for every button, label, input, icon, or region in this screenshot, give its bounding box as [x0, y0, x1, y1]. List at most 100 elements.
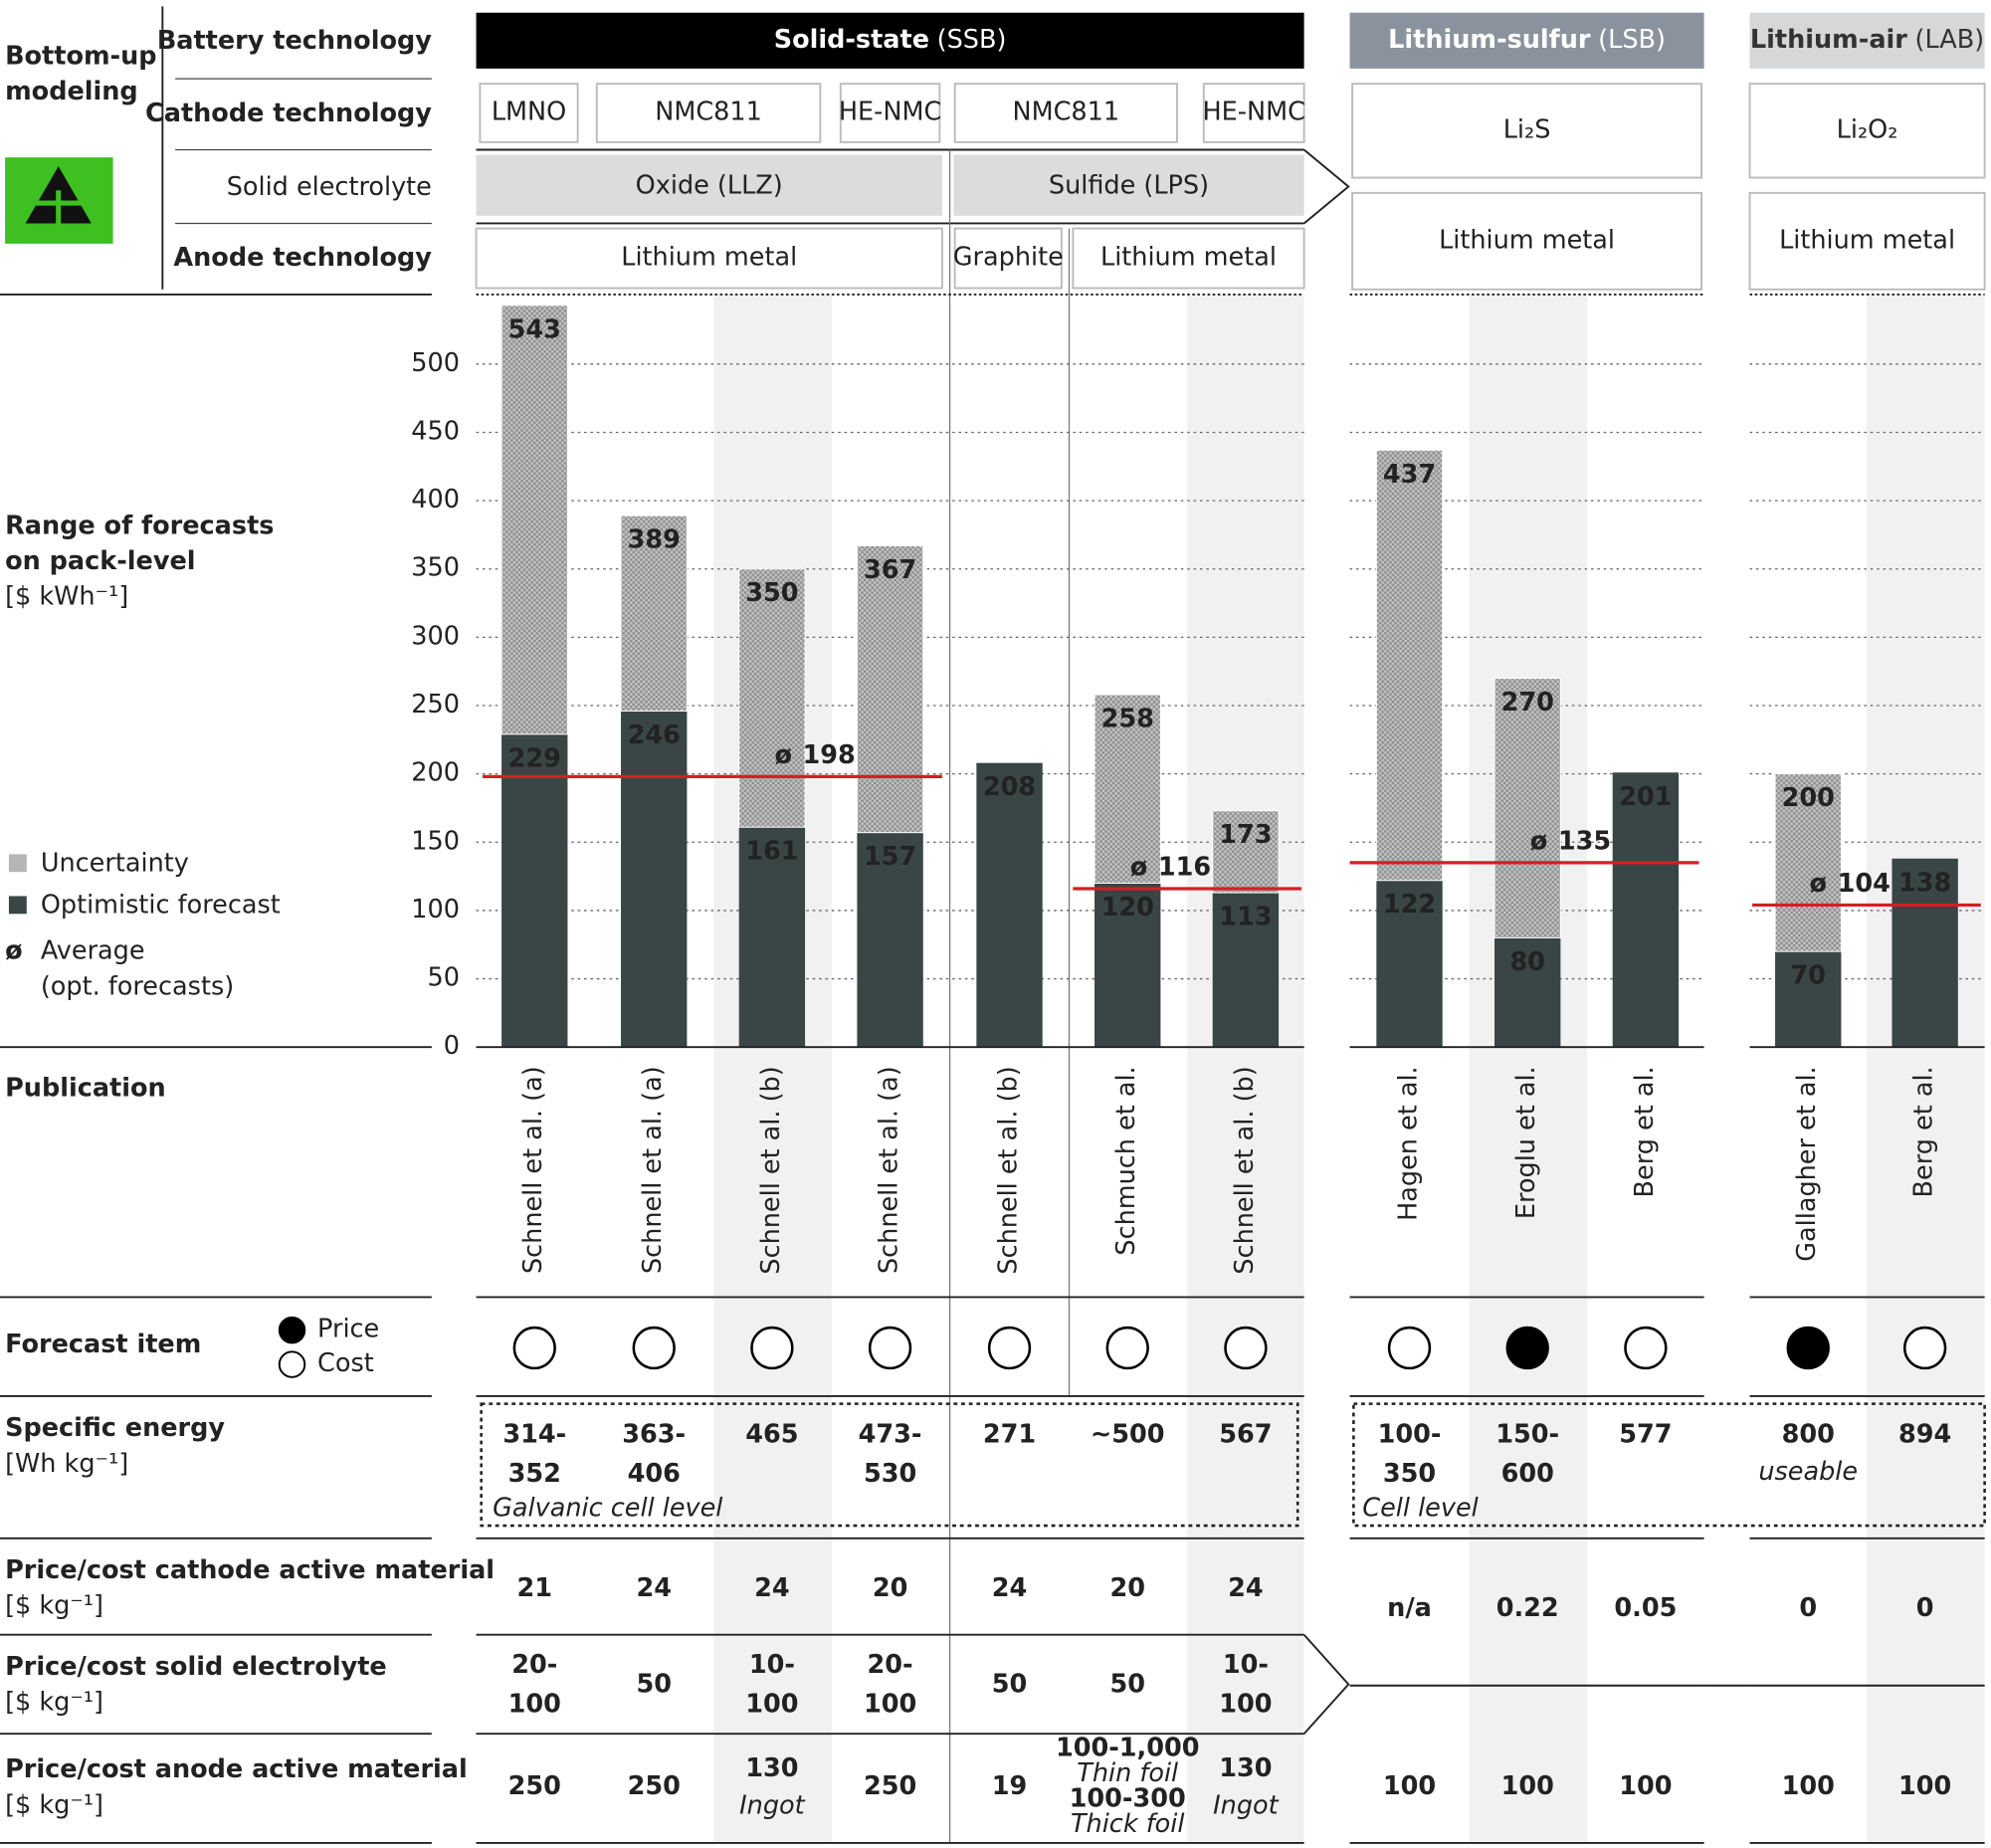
group-name: Lithium-sulfur: [1388, 25, 1591, 55]
cathode-label: HE-NMC: [839, 98, 941, 127]
header-title: Bottom-up: [5, 41, 156, 71]
cathode-label: Li₂O₂: [1837, 114, 1898, 144]
legend-label: Uncertainty: [41, 849, 189, 879]
forecast-item-marker: [868, 1326, 912, 1370]
cell-value: 50: [636, 1670, 672, 1700]
y-axis-title: on pack-level: [5, 546, 195, 576]
row-label: [$ kg⁻¹]: [5, 1688, 103, 1718]
optimistic-bar: [501, 733, 568, 1048]
cell-value: 50: [992, 1670, 1028, 1700]
cell-note: Thin foil: [1077, 1758, 1178, 1788]
column-shade: [713, 294, 832, 1843]
electrolyte-arrow: [1302, 148, 1350, 225]
average-label: 116: [1158, 853, 1211, 883]
group-header: [1349, 12, 1704, 69]
cell-value: 0.05: [1614, 1593, 1677, 1623]
electrolyte-box: [476, 154, 942, 216]
header-row-label: Solid electrolyte: [227, 172, 432, 202]
cell-value: 465: [745, 1419, 798, 1449]
header-row-label: Battery technology: [157, 26, 432, 56]
forecast-item-marker: [1105, 1326, 1149, 1370]
cell-value: 24: [754, 1573, 790, 1603]
electrolyte-label: Oxide (LLZ): [636, 170, 783, 200]
cell-value: 100: [1898, 1771, 1951, 1801]
cell-value: 800: [1782, 1419, 1835, 1449]
group-name: Solid-state: [774, 25, 929, 55]
electrolyte-label: Sulfide (LPS): [1049, 170, 1209, 200]
anode-box: [1748, 191, 1986, 291]
y-axis-title: Range of forecasts: [5, 511, 274, 540]
cell-value: 24: [992, 1573, 1028, 1603]
cathode-box: [1202, 83, 1305, 143]
average-label: 135: [1558, 826, 1611, 856]
legend-circle: [278, 1316, 306, 1344]
row-label: Price/cost anode active material: [5, 1754, 468, 1784]
forecast-item-marker: [987, 1326, 1032, 1370]
legend-note: (opt. forecasts): [41, 971, 234, 1001]
cell-value: 473-: [859, 1419, 922, 1449]
cell-value: 150-: [1495, 1419, 1559, 1449]
cell-value: 250: [508, 1771, 561, 1801]
cell-value: 100: [1383, 1771, 1436, 1801]
optimistic-bar: [857, 832, 923, 1048]
row-label: [$ kg⁻¹]: [5, 1790, 103, 1820]
cell-value: 250: [628, 1771, 681, 1801]
uncertainty-bar: [500, 305, 568, 735]
cathode-box: [839, 83, 941, 143]
cell-value: 100-1,000: [1056, 1734, 1200, 1763]
cell-note: useable: [1758, 1457, 1858, 1487]
optimistic-bar: [1494, 937, 1561, 1048]
publication-label: Berg et al.: [1909, 1066, 1939, 1197]
cell-value: 100: [864, 1690, 916, 1720]
publication-label: Eroglu et al.: [1511, 1066, 1541, 1219]
cell-value: 0.22: [1496, 1593, 1559, 1623]
column-shade: [1469, 294, 1588, 1843]
group-label: Lithium-sulfur (LSB): [1388, 25, 1666, 55]
optimistic-label: 157: [864, 842, 916, 872]
row-label: Specific energy: [5, 1413, 225, 1443]
electrolyte-box: [953, 154, 1304, 216]
row-label: Forecast item: [5, 1330, 201, 1359]
optimistic-label: 80: [1509, 947, 1545, 977]
y-tick-label: 150: [411, 826, 460, 856]
cell-value: 250: [864, 1771, 916, 1801]
cell-value: 100-300: [1070, 1784, 1186, 1814]
uncertainty-bar: [1094, 694, 1161, 884]
publication-label: Schnell et al. (a): [638, 1066, 668, 1274]
average-symbol: ø: [1130, 853, 1148, 883]
group-abbr: (LAB): [1915, 25, 1985, 55]
row-note: Cell level: [1362, 1493, 1478, 1523]
uncertainty-bar: [738, 568, 806, 828]
uncertainty-bar: [1212, 810, 1280, 894]
optimistic-bar: [976, 762, 1043, 1048]
uncertainty-bar: [856, 544, 924, 834]
cell-value: n/a: [1387, 1593, 1432, 1623]
legend-circle: [278, 1350, 306, 1378]
cathode-label: HE-NMC: [1202, 98, 1304, 127]
cell-value: 24: [636, 1573, 672, 1603]
group-label: Lithium-air (LAB): [1750, 25, 1984, 55]
cell-value: 0: [1916, 1593, 1934, 1623]
cell-value: 20-: [511, 1650, 557, 1680]
group-header: [476, 12, 1304, 69]
anode-box: [953, 227, 1063, 290]
optimistic-label: 138: [1898, 868, 1951, 898]
optimistic-label: 229: [508, 743, 561, 773]
anode-box: [475, 227, 943, 290]
header-row-label: Cathode technology: [145, 99, 432, 128]
anode-label: Lithium metal: [1779, 225, 1955, 255]
cell-level-box: [1352, 1402, 1986, 1528]
cell-value: 10-: [749, 1650, 795, 1680]
optimistic-label: 208: [983, 772, 1036, 802]
row-label: Price/cost cathode active material: [5, 1555, 495, 1585]
average-symbol: ø: [1810, 869, 1828, 899]
group-header: [1749, 12, 1985, 69]
uncertainty-bar: [1375, 449, 1444, 882]
optimistic-bar: [1612, 772, 1680, 1048]
average-symbol: ø: [774, 740, 792, 770]
cathode-label: LMNO: [492, 98, 566, 127]
optimistic-bar: [1775, 951, 1842, 1048]
forecast-item-marker: [512, 1326, 556, 1370]
cell-value: 20-: [868, 1650, 913, 1680]
